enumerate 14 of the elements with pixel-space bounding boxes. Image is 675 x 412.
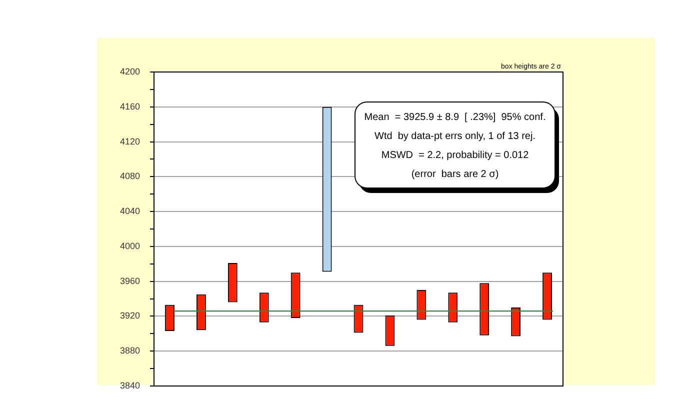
y-tick-label: 4160 <box>120 101 140 112</box>
annotation: (error bars are 2 σ) <box>411 168 499 180</box>
annotation: Mean = 3925.9 ± 8.9 [ .23%] 95% conf. <box>364 112 546 123</box>
y-tick-label: 3920 <box>120 310 140 321</box>
annotation: Wtd by data-pt errs only, 1 of 13 rej. <box>374 130 536 142</box>
y-tick-label: 4040 <box>120 206 140 216</box>
y-tick-label: 3880 <box>120 346 140 356</box>
y-tick-label: 3960 <box>120 276 140 286</box>
y-tick-label: 4000 <box>120 240 140 251</box>
y-tick-label: 4200 <box>120 66 140 76</box>
y-tick-label: 4120 <box>120 136 140 146</box>
annotation: MSWD = 2.2, probability = 0.012 <box>381 150 530 161</box>
y-tick-label: 4080 <box>120 171 140 182</box>
y-tick-label: 3840 <box>120 380 140 390</box>
